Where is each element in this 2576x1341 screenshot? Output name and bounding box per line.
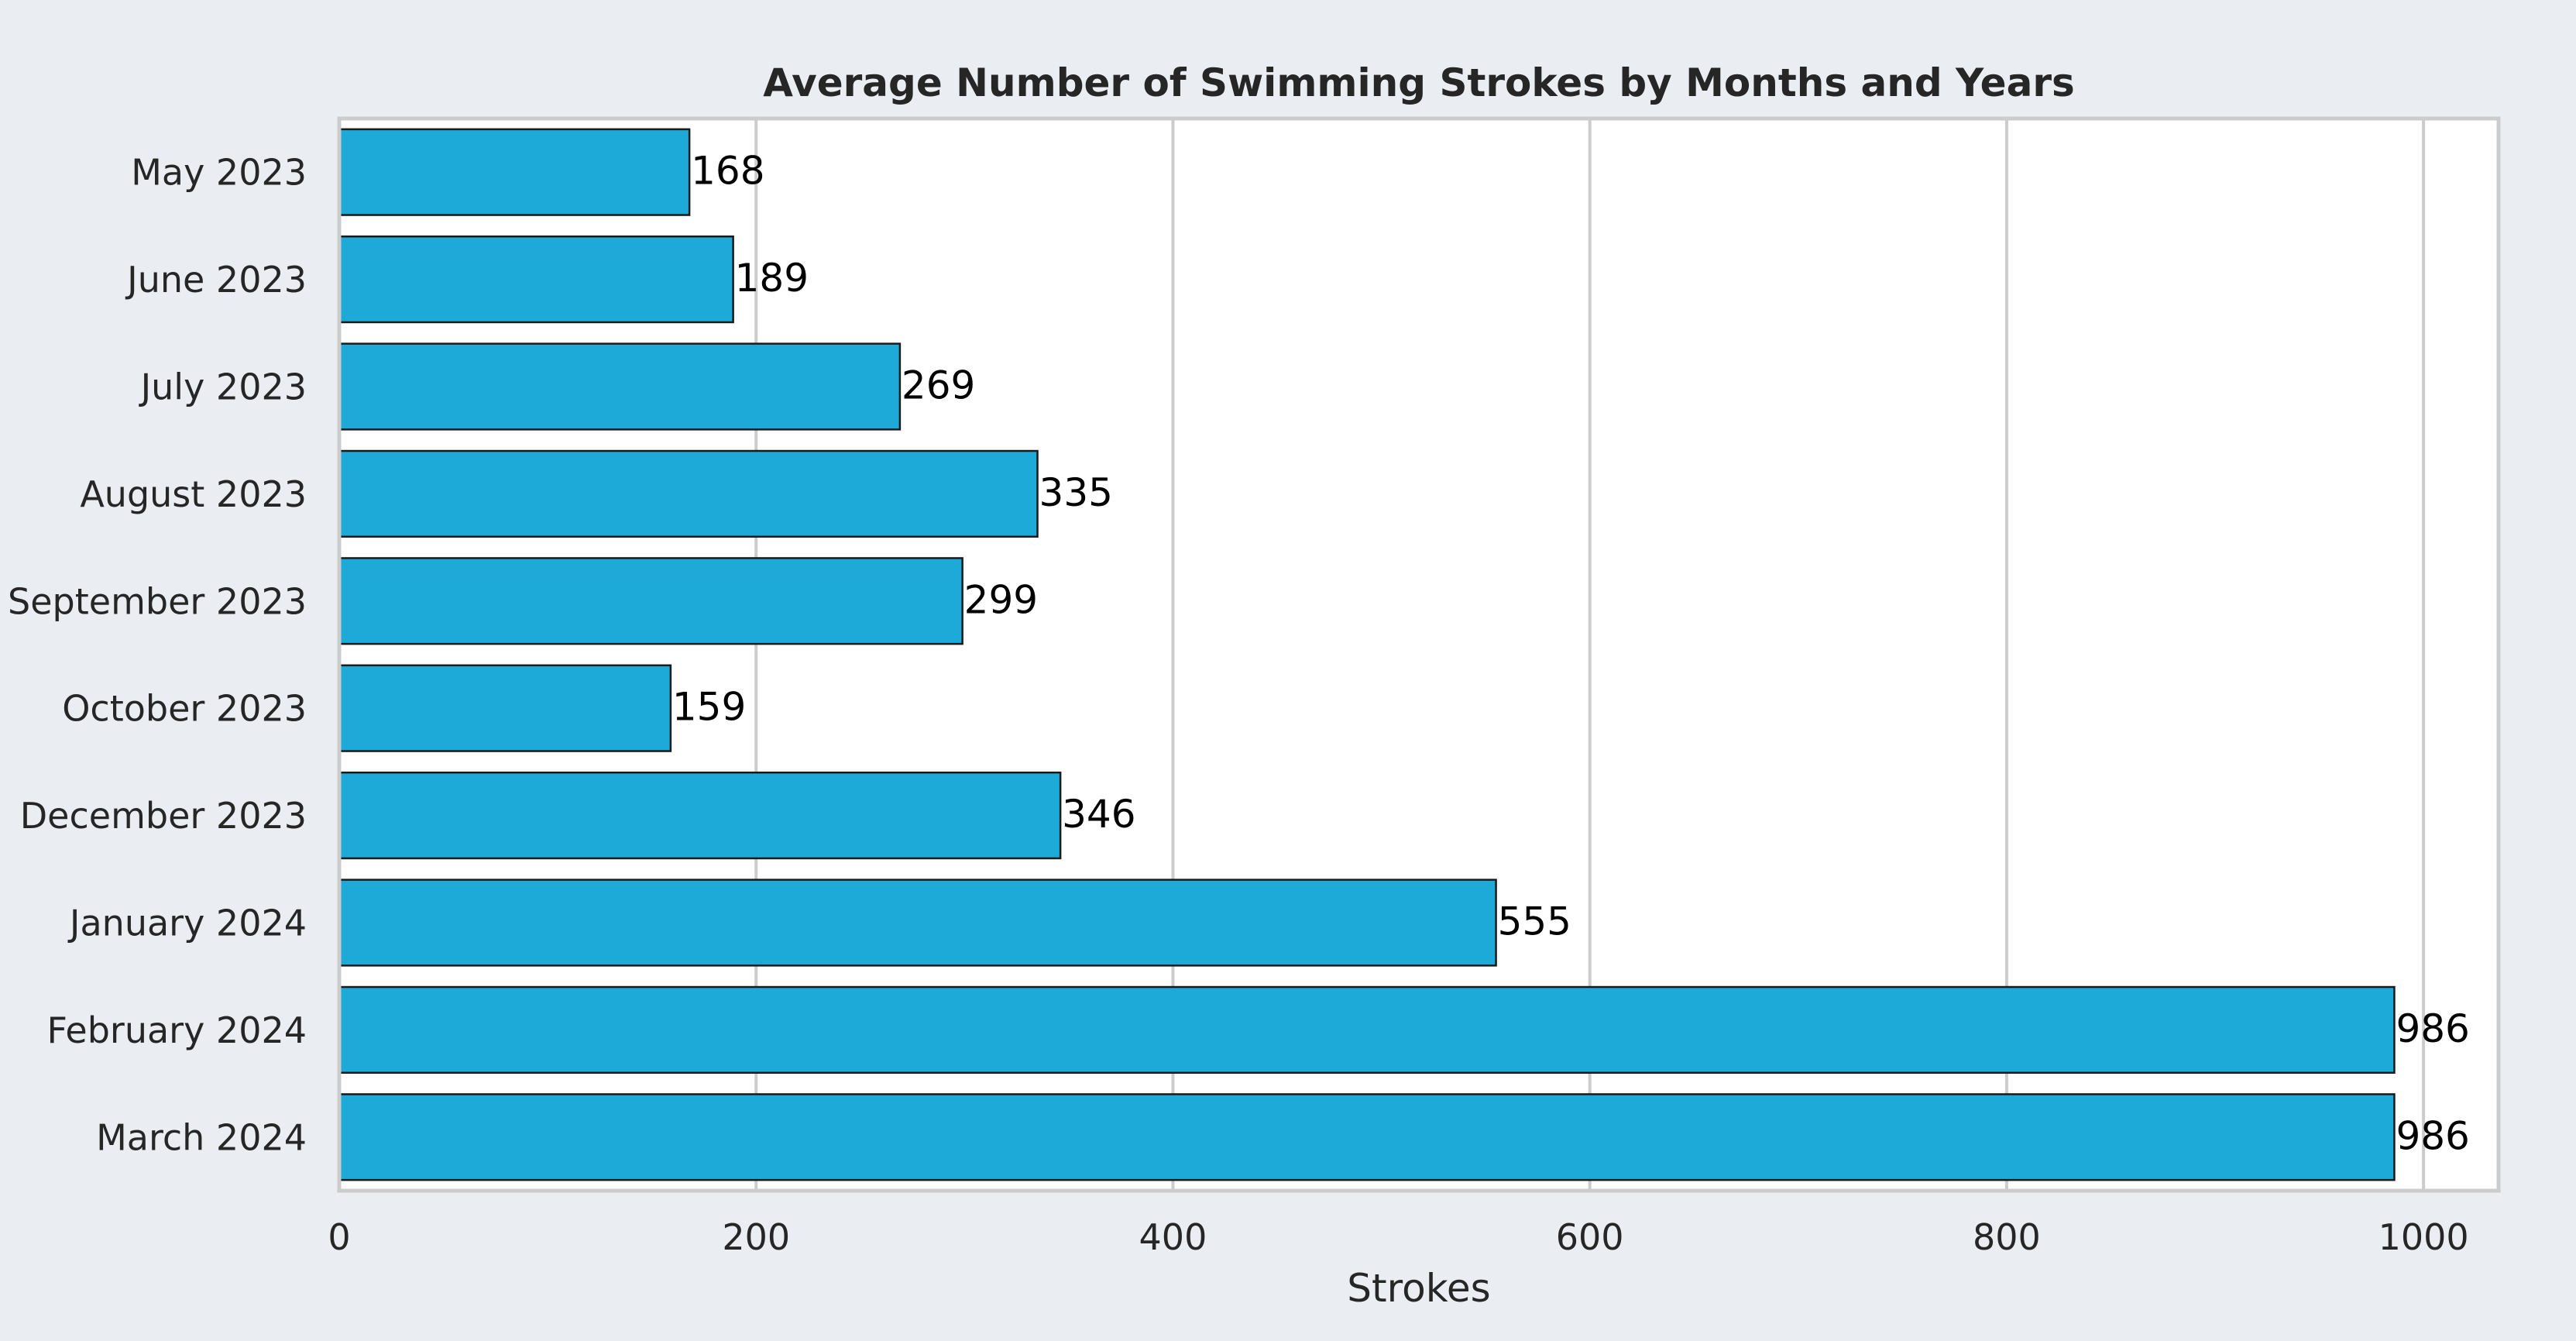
bar-value-label: 269 xyxy=(902,363,975,408)
bar-value-label: 555 xyxy=(1498,899,1571,944)
bar xyxy=(338,664,672,752)
x-tick-label: 1000 xyxy=(2379,1216,2469,1258)
x-tick-label: 600 xyxy=(1556,1216,1624,1258)
bar xyxy=(338,449,1039,538)
bar-value-label: 986 xyxy=(2396,1006,2469,1051)
y-tick-labels: May 2023 June 2023 July 2023 August 2023 Sep… xyxy=(8,152,307,1159)
bar-value-label: 168 xyxy=(691,149,764,194)
y-tick-label: January 2024 xyxy=(67,903,307,944)
bar xyxy=(338,985,2396,1075)
y-tick-label: July 2023 xyxy=(139,366,307,408)
y-tick-label: June 2023 xyxy=(125,259,307,301)
x-tick-label: 400 xyxy=(1139,1216,1207,1258)
bar-value-label: 299 xyxy=(964,577,1038,622)
plot-frame xyxy=(337,116,2501,1193)
bar xyxy=(338,342,902,431)
bar-value-label: 346 xyxy=(1062,792,1135,837)
bar xyxy=(338,879,1497,967)
x-tick-label: 0 xyxy=(328,1216,350,1258)
y-tick-label: March 2024 xyxy=(96,1116,307,1158)
x-tick-labels: 0 200 400 600 800 1000 xyxy=(328,1216,2468,1258)
data-labels: 168 189 269 335 299 159 346 555 986 986 xyxy=(672,149,2470,1159)
x-axis-label: Strokes xyxy=(1347,1266,1490,1311)
bars xyxy=(338,128,2396,1181)
bar-value-label: 986 xyxy=(2396,1113,2469,1158)
bar xyxy=(338,128,691,216)
bar-value-label: 189 xyxy=(735,256,809,301)
chart-title: Average Number of Swimming Strokes by Mo… xyxy=(763,60,2075,105)
y-tick-label: October 2023 xyxy=(62,688,307,730)
bar xyxy=(338,771,1062,860)
bar-value-label: 335 xyxy=(1039,470,1113,515)
y-tick-label: September 2023 xyxy=(8,580,307,622)
bar xyxy=(338,235,734,324)
y-tick-label: December 2023 xyxy=(20,795,307,837)
bar xyxy=(338,557,963,645)
bar xyxy=(338,1093,2396,1181)
y-tick-label: August 2023 xyxy=(80,473,307,515)
x-tick-label: 200 xyxy=(722,1216,790,1258)
y-tick-label: February 2024 xyxy=(46,1009,307,1051)
bar-value-label: 159 xyxy=(672,685,746,730)
x-tick-label: 800 xyxy=(1973,1216,2041,1258)
y-tick-label: May 2023 xyxy=(131,152,307,194)
